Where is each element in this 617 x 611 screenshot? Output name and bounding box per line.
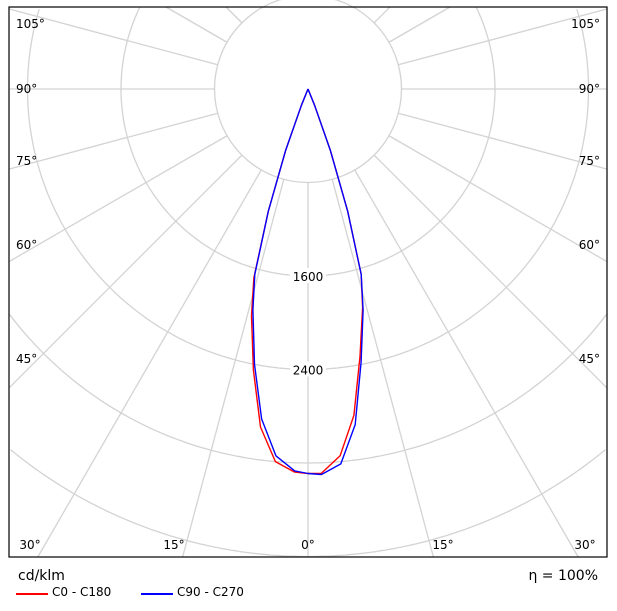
radial-tick-label: 1600 [293, 270, 324, 284]
radial-gridline [388, 6, 451, 43]
angle-label-bottom: 15° [432, 538, 453, 552]
ring-gridline [8, 313, 608, 464]
plot-border [8, 6, 608, 558]
ring-gridline [120, 6, 496, 277]
radial-gridline [165, 6, 228, 43]
angle-label-right: 105° [571, 17, 600, 31]
angle-label-bottom: 0° [301, 538, 315, 552]
efficiency-label: η = 100% [528, 568, 598, 584]
angle-label-bottom: 15° [163, 538, 184, 552]
unit-label: cd/klm [18, 568, 65, 584]
legend-label-c90: C90 - C270 [177, 585, 244, 599]
radial-tick-label: 2400 [293, 364, 324, 378]
radial-gridline [331, 179, 435, 558]
angle-label-right: 75° [579, 154, 600, 168]
radial-gridline [373, 154, 608, 389]
tick-label-bg [290, 361, 326, 377]
radial-gridline [8, 135, 228, 263]
grid: 1600 2400 [8, 0, 608, 558]
radial-gridline [8, 154, 243, 389]
series-curve-1 [252, 88, 364, 476]
radial-gridline [8, 112, 218, 170]
legend-label-c0: C0 - C180 [52, 585, 112, 599]
tick-label-bg [290, 268, 326, 283]
radial-gridline [8, 8, 218, 66]
angle-label-left: 75° [16, 154, 37, 168]
angle-label-right: 45° [579, 352, 600, 366]
legend-swatch-c0 [16, 593, 48, 595]
radial-gridline [181, 179, 285, 558]
radial-gridline [373, 6, 391, 24]
legend-swatch-c90 [141, 593, 173, 595]
ring-gridline [26, 9, 590, 371]
radial-gridline [388, 135, 608, 263]
ring-gridline [10, 449, 606, 558]
radial-gridline [398, 8, 608, 66]
angle-label-bottom: 30° [19, 538, 40, 552]
inner-ring [213, 0, 403, 184]
angle-label-right: 60° [579, 238, 600, 252]
radial-gridline [37, 169, 262, 558]
radial-gridline [354, 169, 579, 558]
angle-label-left: 60° [16, 238, 37, 252]
angle-label-left: 45° [16, 352, 37, 366]
angle-label-left: 90° [16, 82, 37, 96]
angle-label-bottom: 30° [574, 538, 595, 552]
radial-gridline [398, 112, 608, 170]
radial-gridline [225, 6, 243, 24]
angle-label-right: 90° [579, 82, 600, 96]
angle-label-left: 105° [16, 17, 45, 31]
